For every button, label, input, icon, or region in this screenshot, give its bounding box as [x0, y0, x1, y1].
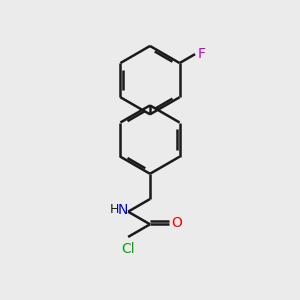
Text: F: F	[197, 47, 205, 61]
Text: O: O	[172, 215, 183, 230]
Text: Cl: Cl	[121, 242, 135, 256]
Text: N: N	[118, 203, 128, 217]
Text: H: H	[110, 203, 119, 216]
